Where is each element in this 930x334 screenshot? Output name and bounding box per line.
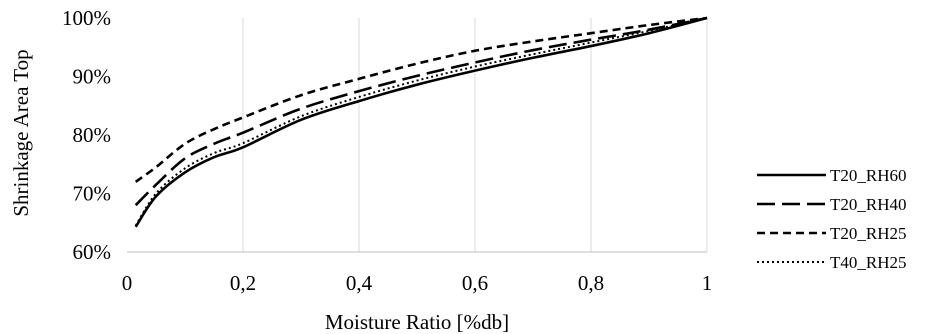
x-axis-title: Moisture Ratio [%db]: [325, 310, 509, 334]
x-tick-label: 0,4: [346, 271, 373, 295]
x-tick-label: 0,2: [230, 271, 256, 295]
x-tick-labels: 0 0,2 0,4 0,6 0,8 1: [122, 271, 713, 295]
y-tick-label: 60%: [73, 240, 112, 264]
legend: T20_RH60 T20_RH40 T20_RH25 T40_RH25: [757, 166, 907, 272]
legend-item: T40_RH25: [757, 253, 907, 272]
legend-item: T20_RH25: [757, 224, 907, 243]
series-line-t20-rh25: [134, 16, 708, 183]
y-tick-label: 100%: [62, 6, 111, 30]
y-axis-title: Shrinkage Area Top: [9, 49, 33, 216]
series-lines: [134, 16, 708, 228]
x-tick-label: 0: [122, 271, 133, 295]
legend-label: T20_RH40: [830, 195, 907, 214]
y-tick-label: 80%: [73, 123, 112, 147]
legend-label: T20_RH25: [830, 224, 907, 243]
legend-label: T20_RH60: [830, 166, 907, 185]
legend-item: T20_RH60: [757, 166, 907, 185]
x-tick-label: 0,8: [578, 271, 604, 295]
series-line-t40-rh25: [134, 17, 708, 227]
grid-lines: [242, 18, 708, 252]
legend-label: T40_RH25: [830, 253, 907, 272]
y-tick-labels: 60% 70% 80% 90% 100%: [62, 6, 111, 264]
legend-item: T20_RH40: [757, 195, 907, 214]
series-line-t20-rh60: [134, 16, 708, 228]
y-tick-label: 70%: [73, 182, 112, 206]
x-tick-label: 0,6: [462, 271, 488, 295]
y-tick-label: 90%: [73, 65, 112, 89]
series-line-t20-rh40: [134, 16, 708, 207]
x-tick-label: 1: [702, 271, 713, 295]
